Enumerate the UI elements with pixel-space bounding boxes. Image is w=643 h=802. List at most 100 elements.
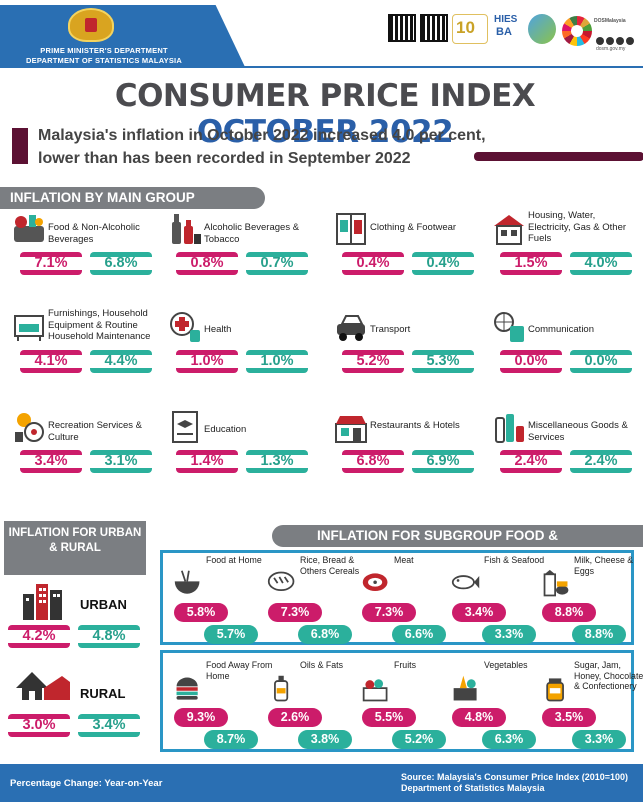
subgroup-item: Sugar, Jam, Honey, Chocolate & Confectio…	[540, 660, 643, 750]
main-group-pink-value: 5.2%	[342, 350, 404, 373]
subgroup-item: Food Away From Home 9.3% 8.7%	[172, 660, 272, 750]
page-title: CONSUMER PRICE INDEX OCTOBER 2022	[30, 78, 620, 150]
rural-teal-value: 3.4%	[78, 714, 140, 737]
main-group-pink-value: 1.5%	[500, 252, 562, 275]
census-logo	[528, 14, 556, 44]
subgroup-teal-value: 5.7%	[204, 625, 258, 644]
main-group-teal-value: 6.8%	[90, 252, 152, 275]
facebook-icon[interactable]	[596, 37, 604, 45]
main-group-teal-value: 4.4%	[90, 350, 152, 373]
car-icon	[334, 310, 368, 344]
main-group-teal-value: 0.4%	[412, 252, 474, 275]
footer: Percentage Change: Year-on-Year Source: …	[0, 764, 643, 802]
main-group-item: Health 1.0% 1.0%	[164, 310, 314, 400]
subgroup-pink-value: 5.5%	[362, 708, 416, 727]
burger-icon	[172, 674, 204, 704]
main-group-item: Furnishings, Household Equipment & Routi…	[8, 308, 158, 400]
main-group-teal-value: 1.3%	[246, 450, 308, 473]
education-icon	[168, 410, 202, 444]
main-group-item-name: Health	[204, 324, 232, 335]
subgroup-pink-value: 5.8%	[174, 603, 228, 622]
header: PRIME MINISTER'S DEPARTMENT DEPARTMENT O…	[0, 0, 643, 70]
grocery-basket-icon	[12, 212, 46, 246]
header-divider	[0, 66, 643, 68]
website-url[interactable]: dosm.gov.my	[596, 46, 626, 52]
subgroup-pink-value: 3.5%	[542, 708, 596, 727]
main-group-teal-value: 0.7%	[246, 252, 308, 275]
main-group-item: Restaurants & Hotels 6.8% 6.9%	[330, 410, 480, 500]
subgroup-teal-value: 3.3%	[572, 730, 626, 749]
food-bowl-icon	[172, 569, 204, 599]
main-group-teal-value: 3.1%	[90, 450, 152, 473]
main-group-teal-value: 4.0%	[570, 252, 632, 275]
subgroup-teal-value: 8.7%	[204, 730, 258, 749]
subgroup-item-name: Oils & Fats	[300, 660, 344, 670]
house-icon	[492, 212, 526, 246]
instagram-icon[interactable]	[616, 37, 624, 45]
main-group-item: Housing, Water, Electricity, Gas & Other…	[488, 210, 638, 302]
main-group-item: Transport 5.2% 5.3%	[330, 310, 480, 400]
headline-line2: lower than has been recorded in Septembe…	[38, 150, 411, 167]
main-group-teal-value: 0.0%	[570, 350, 632, 373]
subgroup-item: Fruits 5.5% 5.2%	[360, 660, 454, 750]
main-group-teal-value: 2.4%	[570, 450, 632, 473]
cosmetics-icon	[492, 410, 526, 444]
main-group-pink-value: 6.8%	[342, 450, 404, 473]
subgroup-teal-value: 6.6%	[392, 625, 446, 644]
urban-rural-heading-text: INFLATION FOR URBAN & RURAL	[8, 527, 142, 554]
subgroup-item: Fish & Seafood 3.4% 3.3%	[450, 555, 544, 645]
restaurant-icon	[334, 410, 368, 444]
buildings-icon	[20, 580, 66, 620]
headline-line1: Malaysia's inflation in October 2022 inc…	[38, 127, 486, 144]
subgroup-item-name: Rice, Bread & Others Cereals	[300, 555, 360, 576]
subgroup-item-name: Fish & Seafood	[484, 555, 545, 565]
fruit-basket-icon	[360, 674, 392, 704]
subgroup-pink-value: 4.8%	[452, 708, 506, 727]
headline-block: Malaysia's inflation in October 2022 inc…	[12, 124, 643, 176]
subgroup-item-name: Milk, Cheese & Eggs	[574, 555, 634, 576]
subgroup-item: Rice, Bread & Others Cereals 7.3% 6.8%	[266, 555, 360, 645]
main-group-item-name: Education	[204, 424, 247, 435]
rural-pink-value: 3.0%	[8, 714, 70, 737]
anniversary-logo-text: 10	[456, 18, 475, 37]
subgroup-teal-value: 3.8%	[298, 730, 352, 749]
fish-icon	[450, 569, 482, 599]
main-group-item: Alcoholic Beverages & Tobacco 0.8% 0.7%	[164, 212, 314, 302]
main-group-item: Food & Non-Alcoholic Beverages 7.1% 6.8%	[8, 212, 158, 302]
headline-text: Malaysia's inflation in October 2022 inc…	[38, 124, 598, 170]
qr-code-icon	[388, 14, 416, 42]
footer-source: Source: Malaysia's Consumer Price Index …	[401, 772, 633, 794]
subgroup-pink-value: 3.4%	[452, 603, 506, 622]
main-group-pink-value: 1.0%	[176, 350, 238, 373]
bread-icon	[266, 569, 298, 599]
main-group-pink-value: 3.4%	[20, 450, 82, 473]
subgroup-teal-value: 3.3%	[482, 625, 536, 644]
milk-icon	[540, 569, 572, 599]
subgroup-box-2	[160, 650, 634, 752]
sofa-icon	[12, 310, 46, 344]
footer-note: Percentage Change: Year-on-Year	[10, 778, 163, 789]
main-group-teal-value: 5.3%	[412, 350, 474, 373]
youtube-icon[interactable]	[626, 37, 634, 45]
subgroup-item-name: Food Away From Home	[206, 660, 273, 681]
twitter-icon[interactable]	[606, 37, 614, 45]
subgroup-item-name: Sugar, Jam, Honey, Chocolate & Confectio…	[574, 660, 643, 692]
recreation-icon	[12, 410, 46, 444]
dosm-social-block: DOSMalaysia	[594, 18, 626, 24]
footer-source-line1: Source: Malaysia's Consumer Price Index …	[401, 772, 628, 782]
subgroup-item: Vegetables 4.8% 6.3%	[450, 660, 544, 750]
headline-underline	[474, 152, 643, 161]
subgroup-item-name: Vegetables	[484, 660, 528, 670]
bottles-icon	[168, 212, 202, 246]
main-group-item: Miscellaneous Goods & Services 2.4% 2.4%	[488, 410, 638, 500]
main-group-item-name: Communication	[528, 324, 594, 335]
main-group-pink-value: 4.1%	[20, 350, 82, 373]
hies-logo: HIES BA	[494, 14, 524, 44]
org-name-line2: DEPARTMENT OF STATISTICS MALAYSIA	[26, 56, 182, 65]
main-group-pink-value: 2.4%	[500, 450, 562, 473]
vegetables-icon	[450, 674, 482, 704]
main-group-item-name: Clothing & Footwear	[370, 222, 457, 233]
anniversary-logo: 10	[452, 14, 488, 44]
honey-jar-icon	[540, 674, 572, 704]
coat-of-arms-icon	[68, 8, 114, 42]
